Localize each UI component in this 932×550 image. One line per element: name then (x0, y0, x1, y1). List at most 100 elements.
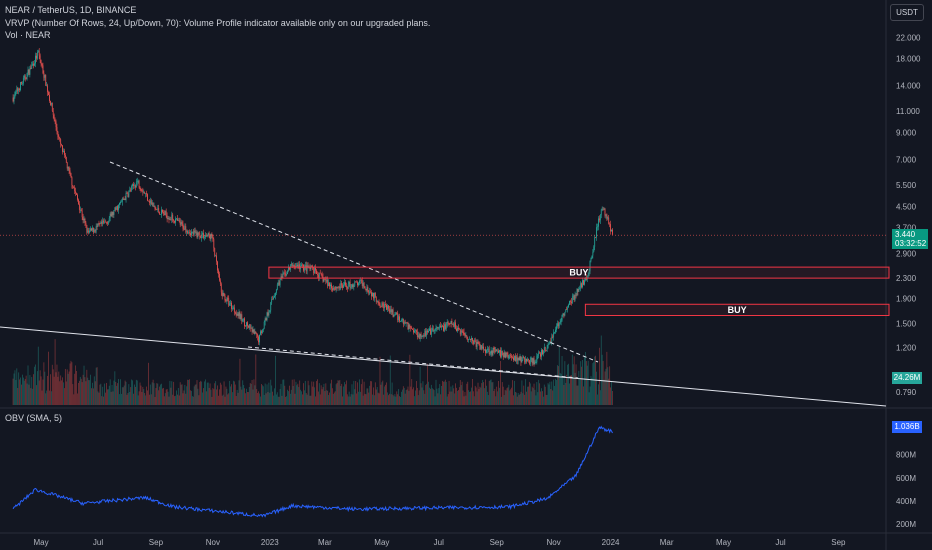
candle-body (469, 339, 471, 340)
volume-bar (433, 390, 435, 405)
candle-body (252, 329, 254, 332)
candle-body (233, 307, 235, 312)
candle-body (145, 193, 147, 194)
volume-bar (511, 387, 513, 405)
candle-body (373, 292, 375, 299)
volume-bar (415, 390, 416, 405)
candle-body (302, 264, 303, 266)
candle-body (56, 127, 58, 132)
candle-body (315, 268, 316, 271)
candle-body (281, 276, 283, 278)
candle-body (537, 354, 539, 356)
volume-bar (299, 380, 301, 405)
candle-body (158, 208, 160, 212)
candle-body (31, 65, 33, 69)
volume-bar (302, 394, 303, 405)
candle-body (514, 355, 515, 361)
volume-bar (191, 396, 193, 405)
candle-body (569, 301, 570, 305)
candle-body (171, 214, 173, 220)
volume-bar (27, 365, 29, 405)
volume-bar (270, 379, 272, 405)
candle-body (515, 356, 517, 362)
candle-body (137, 180, 139, 182)
candle-body (113, 210, 115, 215)
candle-body (474, 340, 476, 342)
candle-body (546, 348, 548, 351)
volume-bar (148, 394, 150, 405)
volume-bar (70, 360, 72, 405)
volume-bar (575, 364, 577, 405)
volume-bar (321, 389, 323, 405)
candle-body (164, 210, 166, 216)
candle-body (155, 208, 157, 210)
candle-body (568, 304, 569, 308)
candle-body (338, 286, 340, 288)
candle-body (57, 131, 59, 137)
volume-bar (154, 396, 156, 405)
candle-body (250, 327, 252, 329)
volume-bar (45, 393, 47, 405)
candle-body (331, 284, 332, 289)
candle-body (161, 209, 162, 215)
candle-body (148, 200, 149, 202)
volume-bar (381, 382, 383, 405)
volume-bar (291, 379, 293, 405)
currency-button[interactable]: USDT (890, 4, 924, 21)
volume-bar (480, 387, 482, 405)
volume-bar (428, 381, 429, 405)
volume-bar (65, 381, 67, 405)
volume-bar (467, 381, 469, 405)
volume-bar (531, 386, 533, 405)
candle-body (382, 303, 384, 305)
volume-bar (444, 381, 445, 405)
candle-body (194, 230, 196, 233)
candle-body (263, 322, 265, 329)
volume-bar (196, 380, 198, 405)
volume-bar (180, 384, 182, 405)
candle-body (236, 313, 238, 316)
candle-body (305, 265, 307, 272)
volume-bar (374, 382, 376, 405)
candle-body (325, 279, 327, 282)
price-tick-label: 9.000 (896, 129, 917, 138)
candle-body (519, 356, 521, 361)
candle-body (221, 292, 223, 297)
volume-bar (176, 394, 178, 405)
volume-bar (495, 396, 497, 405)
volume-bar (298, 387, 300, 405)
candle-body (527, 359, 528, 362)
candle-body (439, 325, 441, 328)
candle-body (270, 302, 272, 311)
volume-bar (573, 356, 575, 405)
volume-bar (577, 385, 579, 405)
candle-body (485, 349, 486, 353)
price-tick-label: 7.000 (896, 155, 917, 164)
volume-bar (384, 386, 386, 405)
candle-body (245, 326, 246, 327)
time-tick-label: 2023 (261, 538, 279, 547)
candle-body (82, 217, 84, 221)
volume-bar (78, 382, 79, 405)
candle-body (427, 330, 428, 333)
volume-bar (598, 384, 599, 405)
candle-body (157, 208, 159, 210)
candle-body (397, 312, 399, 320)
candle-body (593, 246, 595, 253)
candle-body (13, 97, 15, 102)
candle-body (403, 322, 405, 325)
volume-bar (448, 380, 450, 405)
candle-body (597, 226, 598, 228)
volume-bar (499, 387, 500, 405)
volume-bar (87, 377, 89, 405)
volume-bar (341, 383, 343, 405)
volume-bar (530, 391, 532, 405)
candle-body (580, 283, 582, 288)
price-tick-label: 0.790 (896, 388, 917, 397)
volume-bar (82, 374, 84, 405)
candle-body (518, 357, 520, 361)
candle-body (445, 325, 447, 329)
volume-bar (301, 391, 302, 405)
volume-bar (351, 384, 353, 405)
